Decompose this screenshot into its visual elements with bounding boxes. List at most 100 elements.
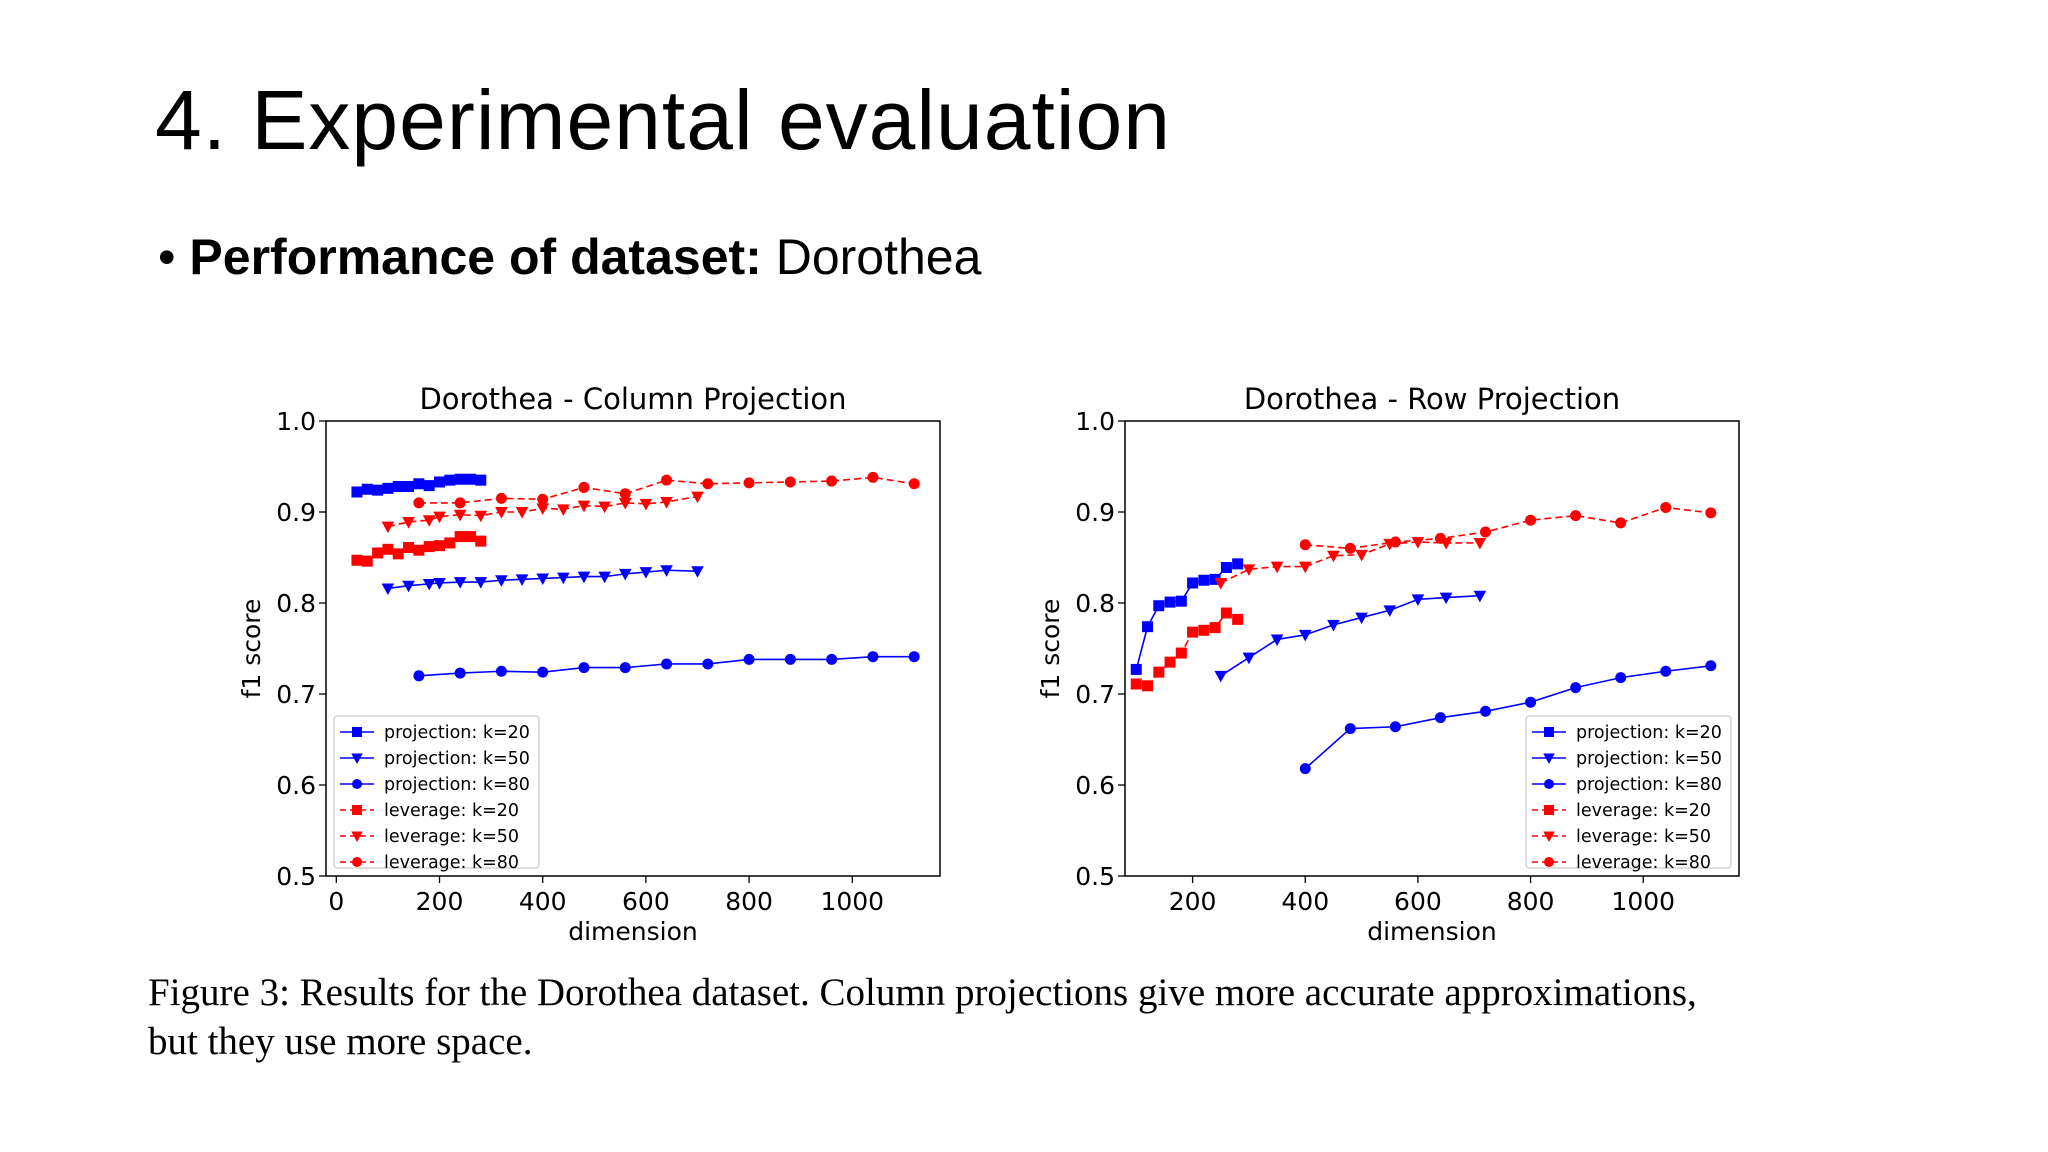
data-point — [557, 504, 570, 516]
data-point — [515, 574, 529, 586]
bullet-item: • Performance of dataset: Dorothea — [158, 228, 981, 286]
x-axis-label: dimension — [1367, 917, 1497, 946]
legend-label: projection: k=80 — [384, 775, 530, 795]
data-point — [495, 575, 508, 587]
legend: projection: k=20 projection: k=50 projecti… — [1525, 715, 1732, 873]
data-point — [1434, 712, 1446, 724]
data-point — [1175, 595, 1187, 607]
data-point — [1298, 629, 1312, 642]
data-point — [1164, 596, 1176, 608]
series-1 — [1130, 558, 1244, 675]
data-point — [661, 474, 673, 486]
legend-label: projection: k=80 — [1576, 775, 1722, 795]
data-point — [1383, 605, 1397, 617]
data-point — [422, 578, 436, 591]
data-point — [1242, 652, 1256, 665]
data-point — [444, 474, 456, 486]
data-point — [413, 544, 425, 556]
data-point — [743, 653, 755, 665]
data-point — [1299, 763, 1311, 775]
data-point — [619, 488, 631, 500]
data-point — [537, 666, 549, 678]
data-point — [908, 478, 920, 490]
data-point — [433, 578, 446, 590]
legend-label: leverage: k=20 — [384, 801, 519, 821]
data-point — [1355, 549, 1368, 562]
data-point — [1232, 613, 1244, 625]
series-line — [1136, 611, 1239, 687]
slide-title: 4. Experimental evaluation — [155, 73, 1171, 167]
chart-2: Dorothea - Row Projection 200 400 600 800 100… — [1036, 382, 1740, 946]
legend-marker — [1544, 805, 1554, 815]
x-tick-label: 200 — [1169, 887, 1217, 916]
data-point — [702, 658, 714, 670]
data-point — [1615, 672, 1627, 684]
legend-marker — [1543, 753, 1555, 764]
data-point — [577, 500, 591, 513]
data-point — [826, 653, 838, 665]
data-point — [1344, 542, 1356, 554]
legend-marker — [351, 753, 363, 764]
data-point — [1525, 696, 1537, 708]
data-point — [784, 476, 796, 488]
y-tick-label: 0.8 — [276, 589, 316, 618]
data-point — [1130, 678, 1142, 690]
data-point — [1270, 634, 1284, 646]
series-line — [1305, 506, 1711, 550]
data-point — [1473, 590, 1487, 603]
data-point — [372, 484, 384, 496]
legend-marker — [351, 831, 363, 842]
series-6 — [413, 471, 920, 509]
x-tick-label: 0 — [328, 887, 344, 916]
data-point — [382, 482, 394, 494]
data-point — [454, 473, 466, 485]
legend-box — [333, 715, 540, 869]
series-line — [1220, 541, 1480, 584]
data-point — [743, 477, 755, 489]
data-point — [351, 486, 363, 498]
data-point — [1220, 562, 1232, 574]
legend: projection: k=20 projection: k=50 projecti… — [333, 715, 540, 873]
data-point — [598, 571, 611, 584]
data-point — [1705, 660, 1717, 672]
data-point — [454, 497, 466, 509]
data-point — [351, 554, 363, 566]
data-point — [1164, 656, 1176, 668]
y-tick-label: 1.0 — [276, 407, 316, 436]
legend-label: leverage: k=20 — [1576, 801, 1711, 821]
data-point — [1434, 532, 1446, 544]
series-line — [387, 569, 698, 590]
data-point — [1389, 721, 1401, 733]
series-4 — [1130, 607, 1244, 692]
data-point — [1142, 621, 1154, 633]
series-line — [1135, 563, 1238, 670]
series-4 — [351, 531, 487, 567]
data-point — [434, 476, 446, 488]
data-point — [1153, 600, 1165, 612]
data-point — [413, 670, 425, 682]
data-point — [1142, 680, 1154, 692]
data-point — [1270, 561, 1284, 574]
x-tick-label: 1000 — [1611, 887, 1675, 916]
data-point — [867, 651, 879, 663]
data-point — [1411, 594, 1425, 606]
data-point — [536, 573, 550, 586]
legend-marker — [352, 805, 362, 815]
y-tick-label: 0.9 — [276, 498, 316, 527]
data-point — [618, 497, 632, 510]
x-tick-label: 400 — [519, 887, 567, 916]
data-point — [578, 662, 590, 674]
data-point — [577, 571, 591, 584]
series-1 — [351, 473, 487, 498]
data-point — [1299, 539, 1311, 551]
data-point — [474, 577, 488, 589]
data-point — [1439, 592, 1453, 605]
data-point — [1232, 558, 1244, 570]
data-point — [1615, 517, 1627, 529]
series-line — [1220, 594, 1480, 677]
data-point — [1214, 670, 1228, 683]
data-point — [1389, 536, 1401, 548]
series-2 — [381, 565, 704, 596]
data-point — [1344, 723, 1356, 735]
data-point — [619, 662, 631, 674]
